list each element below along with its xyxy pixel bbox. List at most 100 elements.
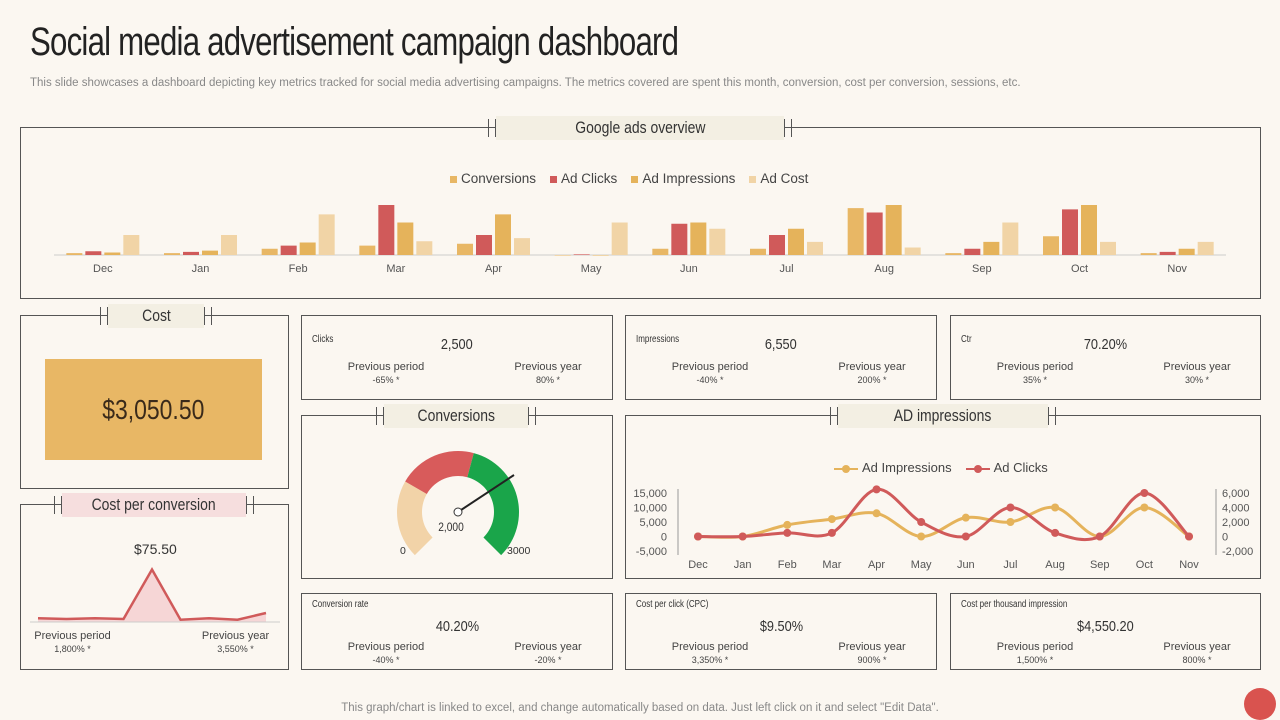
- bar-ad-cost-jul: [807, 241, 823, 255]
- point-ad-clicks-oct: [1140, 489, 1149, 497]
- point-ad-impressions-jun: [961, 513, 970, 522]
- impressions-value: 6,550: [765, 336, 797, 353]
- point-ad-impressions-feb: [783, 520, 792, 529]
- bar-x-label-apr: Apr: [485, 263, 502, 275]
- bar-ad-impressions-jul: [788, 228, 804, 255]
- bar-ad-clicks-jan: [183, 251, 199, 255]
- bar-ad-clicks-dec: [85, 251, 102, 255]
- impressions-card: Impressions 6,550 Previous period -40% * …: [625, 315, 937, 400]
- line-y-left-tick: 10,000: [633, 503, 667, 515]
- gauge-segment-low: [397, 481, 433, 556]
- cost-per-conversion-area: [38, 569, 266, 622]
- bar-ad-impressions-aug: [885, 205, 902, 255]
- google-ads-title: Google ads overview: [488, 116, 792, 140]
- point-ad-impressions-apr: [872, 509, 881, 518]
- page-subtitle: This slide showcases a dashboard depicti…: [30, 77, 1021, 89]
- point-ad-impressions-aug: [1051, 503, 1060, 512]
- legend-line-impressions: Ad Impressions: [834, 460, 952, 475]
- line-y-left-tick: 5,000: [639, 517, 667, 529]
- bar-ad-cost-may: [611, 222, 628, 255]
- cpm-prev-period: Previous period 1,500% *: [996, 641, 1074, 665]
- cost-value: $3,050.50: [102, 393, 205, 425]
- bar-ad-impressions-jun: [690, 222, 707, 255]
- bar-conversions-aug: [847, 208, 864, 255]
- cpc-prev-year: Previous year 900% *: [838, 641, 906, 665]
- bar-ad-clicks-aug: [866, 212, 883, 255]
- cost-per-conversion-chart: [30, 566, 280, 623]
- line-y-left-tick: -5,000: [636, 546, 667, 558]
- bar-ad-cost-nov: [1197, 241, 1214, 255]
- cost-title: Cost: [100, 304, 212, 328]
- bar-ad-clicks-jul: [769, 235, 785, 255]
- bar-ad-clicks-apr: [476, 235, 492, 255]
- footer-note: This graph/chart is linked to excel, and…: [341, 702, 939, 714]
- cpm-prev-year: Previous year 800% *: [1163, 641, 1231, 665]
- gauge-value: 2,000: [438, 520, 464, 534]
- bar-x-label-dec: Dec: [93, 263, 113, 275]
- point-ad-clicks-may: [917, 518, 926, 526]
- bar-ad-clicks-mar: [378, 205, 395, 255]
- point-ad-clicks-feb: [783, 528, 792, 537]
- legend-ad-impressions: Ad Impressions: [631, 171, 735, 186]
- bar-conversions-mar: [359, 245, 376, 255]
- point-ad-clicks-jul: [1006, 503, 1015, 512]
- line-x-label-mar: Mar: [822, 559, 841, 571]
- bar-ad-impressions-oct: [1081, 205, 1097, 255]
- gauge-segment-mid: [405, 451, 474, 494]
- line-x-label-may: May: [911, 559, 932, 571]
- conversion-rate-prev-period: Previous period -40% *: [347, 641, 425, 665]
- point-ad-clicks-mar: [827, 528, 836, 537]
- line-y-right-tick: 0: [1222, 532, 1228, 544]
- bar-x-label-feb: Feb: [289, 263, 308, 275]
- cpm-value: $4,550.20: [1077, 618, 1134, 635]
- bar-x-label-oct: Oct: [1071, 263, 1088, 275]
- clicks-prev-year: Previous year 80% *: [514, 361, 582, 385]
- cpm-title: Cost per thousand impression: [961, 599, 1068, 610]
- gauge-needle: [457, 474, 515, 513]
- bar-conversions-jun: [652, 248, 669, 255]
- bar-ad-cost-jan: [221, 235, 237, 255]
- bar-ad-impressions-dec: [104, 252, 121, 255]
- legend-conversions: Conversions: [450, 171, 536, 186]
- bar-conversions-feb: [261, 248, 278, 255]
- bar-ad-cost-jun: [709, 228, 726, 255]
- bar-ad-impressions-nov: [1178, 248, 1195, 255]
- ad-impressions-title: AD impressions: [830, 404, 1056, 428]
- cpc-title: Cost per click (CPC): [636, 599, 709, 610]
- legend-ad-cost: Ad Cost: [749, 171, 808, 186]
- line-x-label-sep: Sep: [1090, 559, 1110, 571]
- bar-ad-impressions-may: [592, 255, 609, 256]
- bar-ad-impressions-apr: [495, 214, 511, 255]
- point-ad-impressions-oct: [1140, 503, 1149, 512]
- bar-ad-cost-dec: [123, 235, 140, 255]
- line-x-label-apr: Apr: [868, 559, 885, 571]
- bar-conversions-jan: [164, 253, 180, 255]
- bar-ad-cost-oct: [1100, 241, 1116, 255]
- line-x-label-aug: Aug: [1045, 559, 1065, 571]
- conversion-rate-value: 40.20%: [435, 618, 479, 635]
- cpconv-prev-year: Previous year 3,550% *: [201, 630, 270, 654]
- bar-conversions-sep: [945, 253, 962, 255]
- bar-x-label-may: May: [581, 263, 602, 275]
- bar-conversions-nov: [1140, 253, 1157, 255]
- bar-conversions-dec: [66, 253, 83, 255]
- impressions-title: Impressions: [636, 334, 680, 345]
- bar-ad-clicks-jun: [671, 223, 688, 255]
- bar-x-label-nov: Nov: [1167, 263, 1187, 275]
- ctr-prev-year: Previous year 30% *: [1163, 361, 1231, 385]
- bar-ad-clicks-sep: [964, 248, 981, 255]
- point-ad-clicks-sep: [1095, 532, 1104, 541]
- bar-x-label-jul: Jul: [779, 263, 793, 275]
- line-x-label-dec: Dec: [688, 559, 708, 571]
- gauge-max-label: 3000: [507, 545, 531, 557]
- cpc-value: $9.50%: [759, 618, 803, 635]
- conversion-rate-title: Conversion rate: [312, 599, 369, 610]
- cpm-card: Cost per thousand impression $4,550.20 P…: [950, 593, 1261, 670]
- bar-ad-cost-sep: [1002, 222, 1019, 255]
- line-ad-clicks: [697, 487, 1191, 542]
- corner-decoration: [1244, 688, 1276, 720]
- conversion-rate-card: Conversion rate 40.20% Previous period -4…: [301, 593, 613, 670]
- line-x-label-oct: Oct: [1136, 559, 1153, 571]
- bar-x-label-aug: Aug: [874, 263, 894, 275]
- cost-value-box: $3,050.50: [45, 359, 262, 460]
